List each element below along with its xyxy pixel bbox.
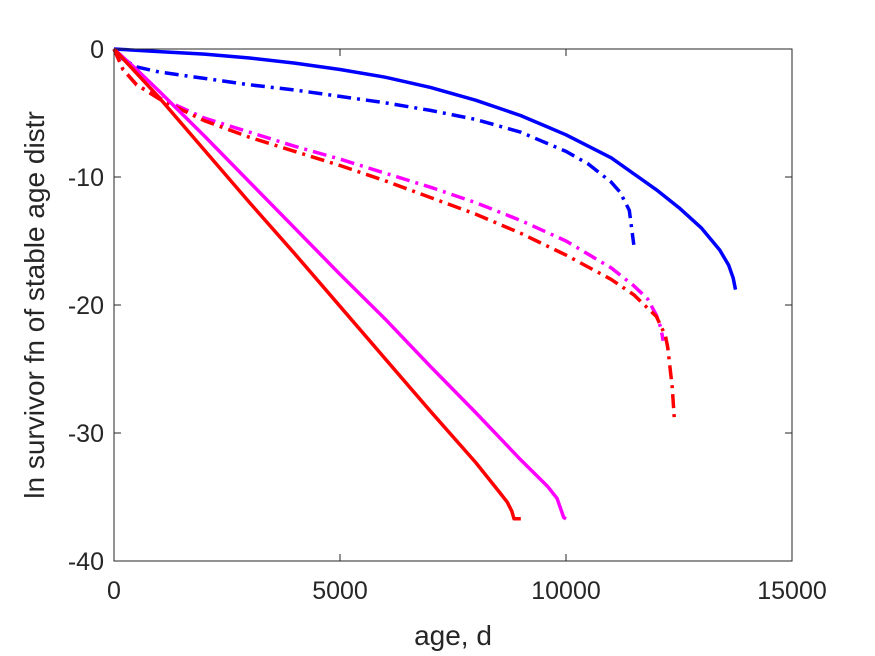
series-line-6: [112, 47, 521, 521]
y-tick-label: 0: [90, 36, 104, 64]
y-axis-title: ln survivor fn of stable age distr: [19, 111, 50, 499]
plot-background: [114, 49, 792, 561]
series-line-1: [113, 47, 738, 290]
series-layer: [112, 47, 738, 521]
series-line-2: [112, 47, 636, 246]
x-tick-label: 0: [107, 577, 121, 605]
y-tick-label: -40: [68, 548, 104, 576]
x-axis-title: age, d: [414, 620, 492, 651]
x-tick-label: 15000: [757, 577, 827, 605]
series-line-5: [112, 47, 567, 521]
y-tick-label: -10: [68, 164, 104, 192]
y-tick-label: -20: [68, 292, 104, 320]
x-tick-label: 10000: [531, 577, 601, 605]
ticks-layer: 0 5000 10000 15000 0 -10 -20 -30 -40: [68, 36, 827, 605]
plot-frame: [113, 48, 793, 562]
y-tick-label: -30: [68, 420, 104, 448]
series-line-4: [112, 48, 677, 422]
x-tick-label: 5000: [312, 577, 368, 605]
